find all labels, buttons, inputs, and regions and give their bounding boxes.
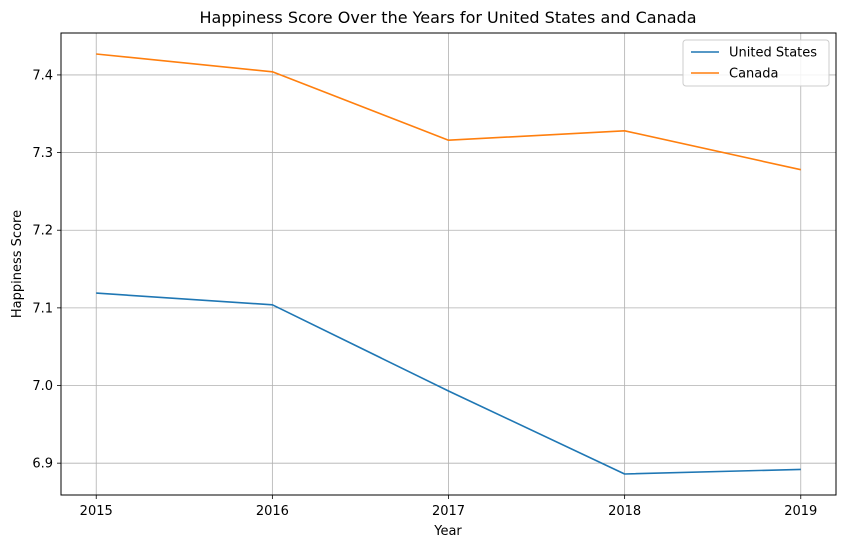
y-tick-label: 7.4 bbox=[32, 68, 53, 83]
y-axis-label: Happiness Score bbox=[10, 210, 25, 318]
x-axis-label: Year bbox=[433, 524, 462, 539]
legend: United States Canada bbox=[682, 39, 830, 87]
x-tick-label: 2017 bbox=[432, 504, 465, 519]
series-lines bbox=[96, 53, 801, 475]
series-line-united-states bbox=[96, 292, 801, 475]
y-tick-label: 7.2 bbox=[32, 224, 53, 239]
x-tick-label: 2019 bbox=[784, 504, 817, 519]
legend-label-united-states: United States bbox=[729, 46, 817, 61]
x-tick-label: 2015 bbox=[80, 504, 113, 519]
y-tick-label: 7.1 bbox=[32, 301, 53, 316]
legend-box bbox=[682, 39, 830, 87]
chart-title: Happiness Score Over the Years for Unite… bbox=[199, 8, 696, 27]
y-tick-label: 6.9 bbox=[32, 457, 53, 472]
series-line-canada bbox=[96, 53, 801, 171]
x-tick-label: 2018 bbox=[608, 504, 641, 519]
x-tick-label: 2016 bbox=[256, 504, 289, 519]
y-tick-label: 7.3 bbox=[32, 146, 53, 161]
axis-ticks: 2015 2016 2017 2018 2019 6.9 7.0 7.1 7.2 7.3 7.4 bbox=[32, 68, 817, 519]
y-tick-label: 7.0 bbox=[32, 379, 53, 394]
legend-label-canada: Canada bbox=[729, 67, 778, 82]
